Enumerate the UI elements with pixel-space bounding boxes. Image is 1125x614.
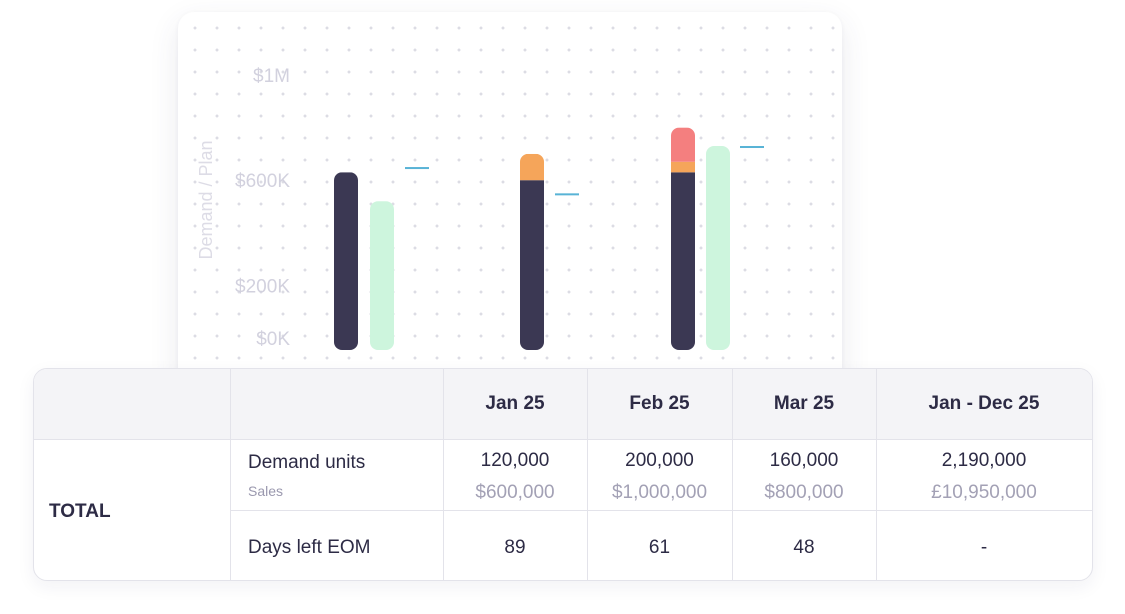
days-left-mar: 48	[793, 537, 815, 558]
table-divider	[443, 369, 444, 580]
table-divider	[732, 369, 733, 580]
y-tick-label: $200K	[235, 276, 290, 297]
table-divider	[230, 510, 1092, 511]
target-marker	[405, 167, 429, 170]
orange-segment	[520, 153, 544, 181]
red-segment	[671, 127, 695, 162]
demand-bar	[671, 172, 695, 350]
column-header-feb: Feb 25	[629, 393, 690, 414]
stacked-bar-mar-25	[671, 127, 695, 350]
y-axis-title: Demand / Plan	[196, 140, 216, 259]
plan-bar	[370, 201, 394, 350]
table-divider	[230, 369, 231, 580]
days-left-jan: 89	[504, 537, 526, 558]
y-tick-label: $600K	[235, 171, 290, 192]
stacked-bar-feb-25	[520, 153, 544, 350]
days-left-feb: 61	[648, 537, 671, 558]
chart-card: Demand / Plan $0K $200K $600K $1M	[178, 12, 842, 388]
metric-label-days-left: Days left EOM	[248, 537, 371, 558]
table-divider	[876, 369, 877, 580]
plan-bar	[706, 146, 730, 350]
demand-bar	[334, 172, 358, 350]
table-divider	[587, 369, 588, 580]
target-marker	[555, 193, 579, 196]
stacked-bar-jan-25	[334, 172, 358, 350]
demand-units-mar: 160,000	[769, 450, 839, 471]
demand-plan-chart: Demand / Plan $0K $200K $600K $1M	[196, 66, 764, 350]
sales-mar: $800,000	[764, 482, 844, 503]
target-marker	[740, 146, 764, 149]
metric-label-demand-units: Demand units	[248, 452, 366, 473]
demand-bar	[520, 180, 544, 350]
metric-sublabel-sales: Sales	[248, 483, 284, 499]
orange-segment	[671, 161, 695, 173]
demand-units-feb: 200,000	[625, 450, 694, 471]
table-header-row	[34, 369, 1092, 440]
column-header-mar: Mar 25	[773, 393, 835, 414]
sales-jan: $600,000	[475, 482, 555, 503]
total-row-label: TOTAL	[49, 501, 111, 522]
column-header-year: Jan - Dec 25	[928, 393, 1040, 414]
demand-units-jan: 120,000	[480, 450, 550, 471]
demand-units-year: 2,190,000	[941, 450, 1027, 471]
summary-table: Jan 25 Feb 25 Mar 25 Jan - Dec 25 TOTAL …	[33, 368, 1093, 581]
y-tick-label: $1M	[253, 66, 290, 87]
sales-feb: $1,000,000	[611, 482, 708, 503]
days-left-year: -	[980, 537, 988, 558]
column-header-jan: Jan 25	[485, 393, 545, 414]
sales-year: £10,950,000	[931, 482, 1037, 503]
y-tick-label: $0K	[256, 329, 290, 350]
